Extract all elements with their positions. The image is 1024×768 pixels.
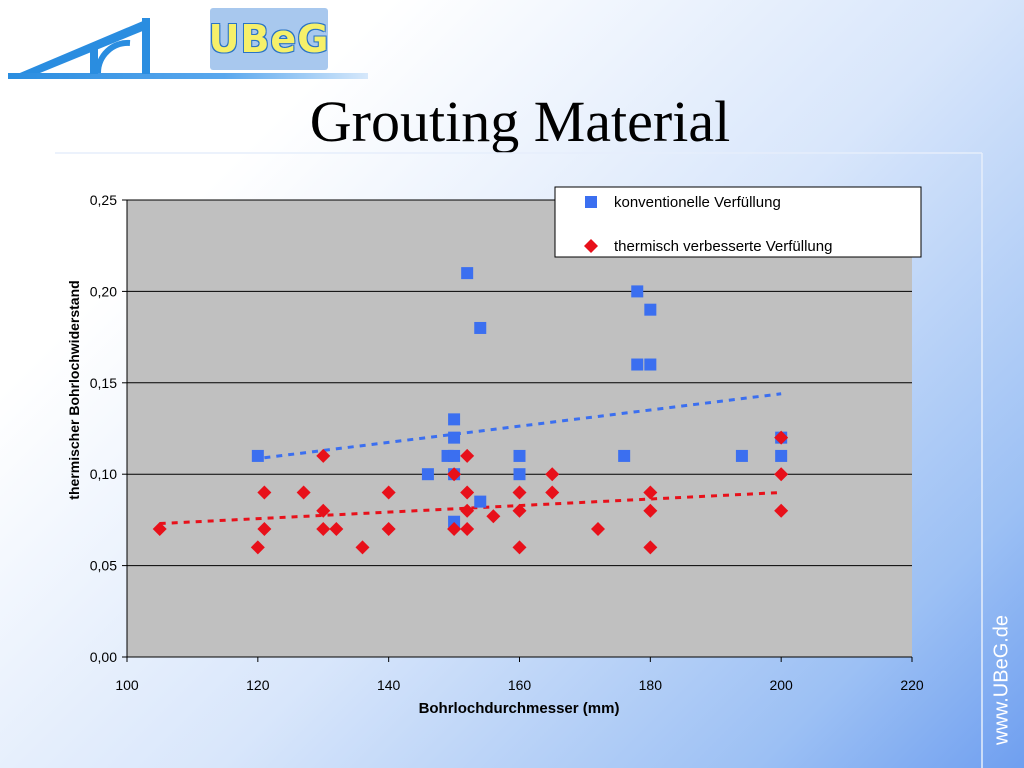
data-point-thermal — [296, 485, 311, 500]
data-point-thermal — [381, 485, 396, 500]
data-point-thermal — [774, 503, 789, 518]
data-point-thermal — [486, 509, 501, 524]
x-tick-label: 220 — [900, 677, 924, 693]
x-tick-label: 120 — [246, 677, 270, 693]
data-point-thermal — [545, 485, 560, 500]
slide-title: Grouting Material — [309, 89, 731, 154]
data-point-thermal — [774, 430, 789, 445]
data-point-thermal — [774, 467, 789, 482]
data-point-conventional — [631, 358, 644, 371]
data-point-conventional — [421, 468, 434, 481]
data-point-thermal — [316, 522, 331, 537]
data-point-thermal — [460, 503, 475, 518]
data-point-thermal — [355, 540, 370, 555]
data-point-conventional — [474, 495, 487, 508]
x-tick-label: 200 — [769, 677, 793, 693]
data-point-conventional — [448, 431, 461, 444]
data-point-conventional — [513, 468, 526, 481]
data-point-conventional — [618, 449, 631, 462]
data-point-thermal — [460, 448, 475, 463]
ubeg-logo-text: UBeG — [208, 17, 330, 61]
data-point-thermal — [257, 485, 272, 500]
data-point-conventional — [631, 285, 644, 298]
y-tick-label: 0,05 — [90, 558, 117, 574]
data-point-conventional — [448, 515, 461, 528]
data-point-conventional — [644, 358, 657, 371]
data-point-conventional — [474, 321, 487, 334]
y-tick-label: 0,15 — [90, 375, 117, 391]
trend-line — [159, 490, 782, 526]
y-tick-label: 0,25 — [90, 192, 117, 208]
data-point-thermal — [643, 485, 658, 500]
ubeg-logo-graphic — [8, 8, 368, 79]
data-point-thermal — [250, 540, 265, 555]
legend-marker — [585, 196, 597, 208]
y-axis-label: thermischer Bohrlochwiderstand — [66, 280, 82, 499]
data-point-conventional — [448, 449, 461, 462]
plot-area — [127, 200, 912, 657]
x-axis-label: Bohrlochdurchmesser (mm) — [419, 700, 620, 717]
data-point-thermal — [381, 522, 396, 537]
x-tick-label: 160 — [508, 677, 532, 693]
data-point-thermal — [512, 503, 527, 518]
data-point-thermal — [447, 522, 462, 537]
legend-label: thermisch verbesserte Verfüllung — [614, 238, 832, 255]
data-point-conventional — [251, 449, 264, 462]
x-tick-label: 100 — [115, 677, 139, 693]
trend-line — [264, 392, 782, 460]
data-point-thermal — [643, 540, 658, 555]
data-point-conventional — [775, 449, 788, 462]
data-point-thermal — [152, 522, 167, 537]
data-point-conventional — [644, 303, 657, 316]
x-tick-label: 140 — [377, 677, 401, 693]
data-point-conventional — [461, 267, 474, 280]
data-point-thermal — [316, 448, 331, 463]
y-tick-label: 0,00 — [90, 649, 117, 665]
legend-marker — [584, 239, 598, 253]
data-point-conventional — [448, 413, 461, 426]
y-tick-label: 0,10 — [90, 466, 117, 482]
website-url: www.UBeG.de — [990, 614, 1013, 746]
data-point-thermal — [460, 485, 475, 500]
data-point-thermal — [460, 522, 475, 537]
y-tick-label: 0,20 — [90, 283, 117, 299]
data-point-thermal — [643, 503, 658, 518]
legend-label: konventionelle Verfüllung — [614, 194, 781, 211]
data-point-conventional — [735, 449, 748, 462]
data-point-thermal — [329, 522, 344, 537]
data-point-thermal — [512, 540, 527, 555]
data-point-thermal — [447, 467, 462, 482]
data-point-thermal — [257, 522, 272, 537]
x-tick-label: 180 — [639, 677, 663, 693]
data-point-thermal — [316, 503, 331, 518]
data-point-conventional — [513, 449, 526, 462]
chart-legend: konventionelle Verfüllung thermisch verbe… — [554, 186, 922, 258]
data-point-thermal — [591, 522, 605, 537]
data-point-thermal — [545, 467, 560, 482]
data-point-thermal — [512, 485, 527, 500]
